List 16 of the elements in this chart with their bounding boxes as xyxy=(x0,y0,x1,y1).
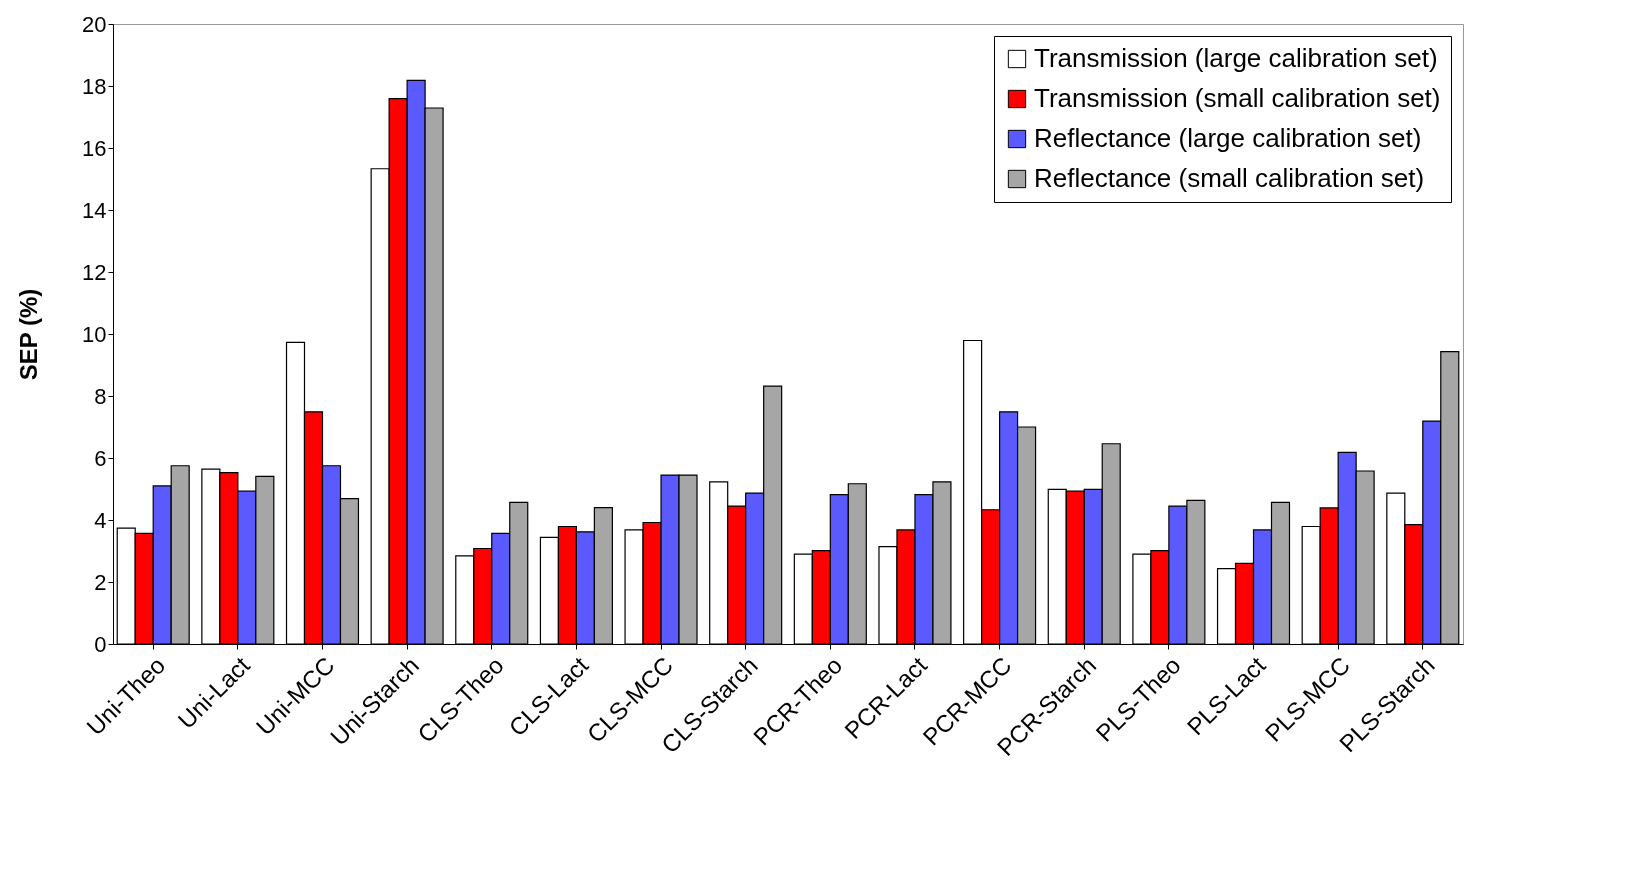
y-tick-label: 18 xyxy=(82,73,107,99)
legend-label: Reflectance (large calibration set) xyxy=(1034,123,1422,153)
y-tick-label: 8 xyxy=(94,383,107,409)
y-tick-label: 6 xyxy=(94,445,107,471)
legend-label: Transmission (small calibration set) xyxy=(1034,83,1441,113)
y-tick-label: 10 xyxy=(82,321,107,347)
y-tick-label: 0 xyxy=(94,631,107,657)
y-tick-label: 2 xyxy=(94,569,107,595)
y-tick-label: 12 xyxy=(82,259,107,285)
y-axis-title: SEP (%) xyxy=(15,288,43,381)
y-tick-label: 16 xyxy=(82,135,107,161)
legend-label: Reflectance (small calibration set) xyxy=(1034,163,1425,193)
y-tick-label: 20 xyxy=(82,11,107,37)
legend-label: Transmission (large calibration set) xyxy=(1034,43,1438,73)
y-tick-label: 4 xyxy=(94,507,107,533)
y-tick-label: 14 xyxy=(82,197,107,223)
